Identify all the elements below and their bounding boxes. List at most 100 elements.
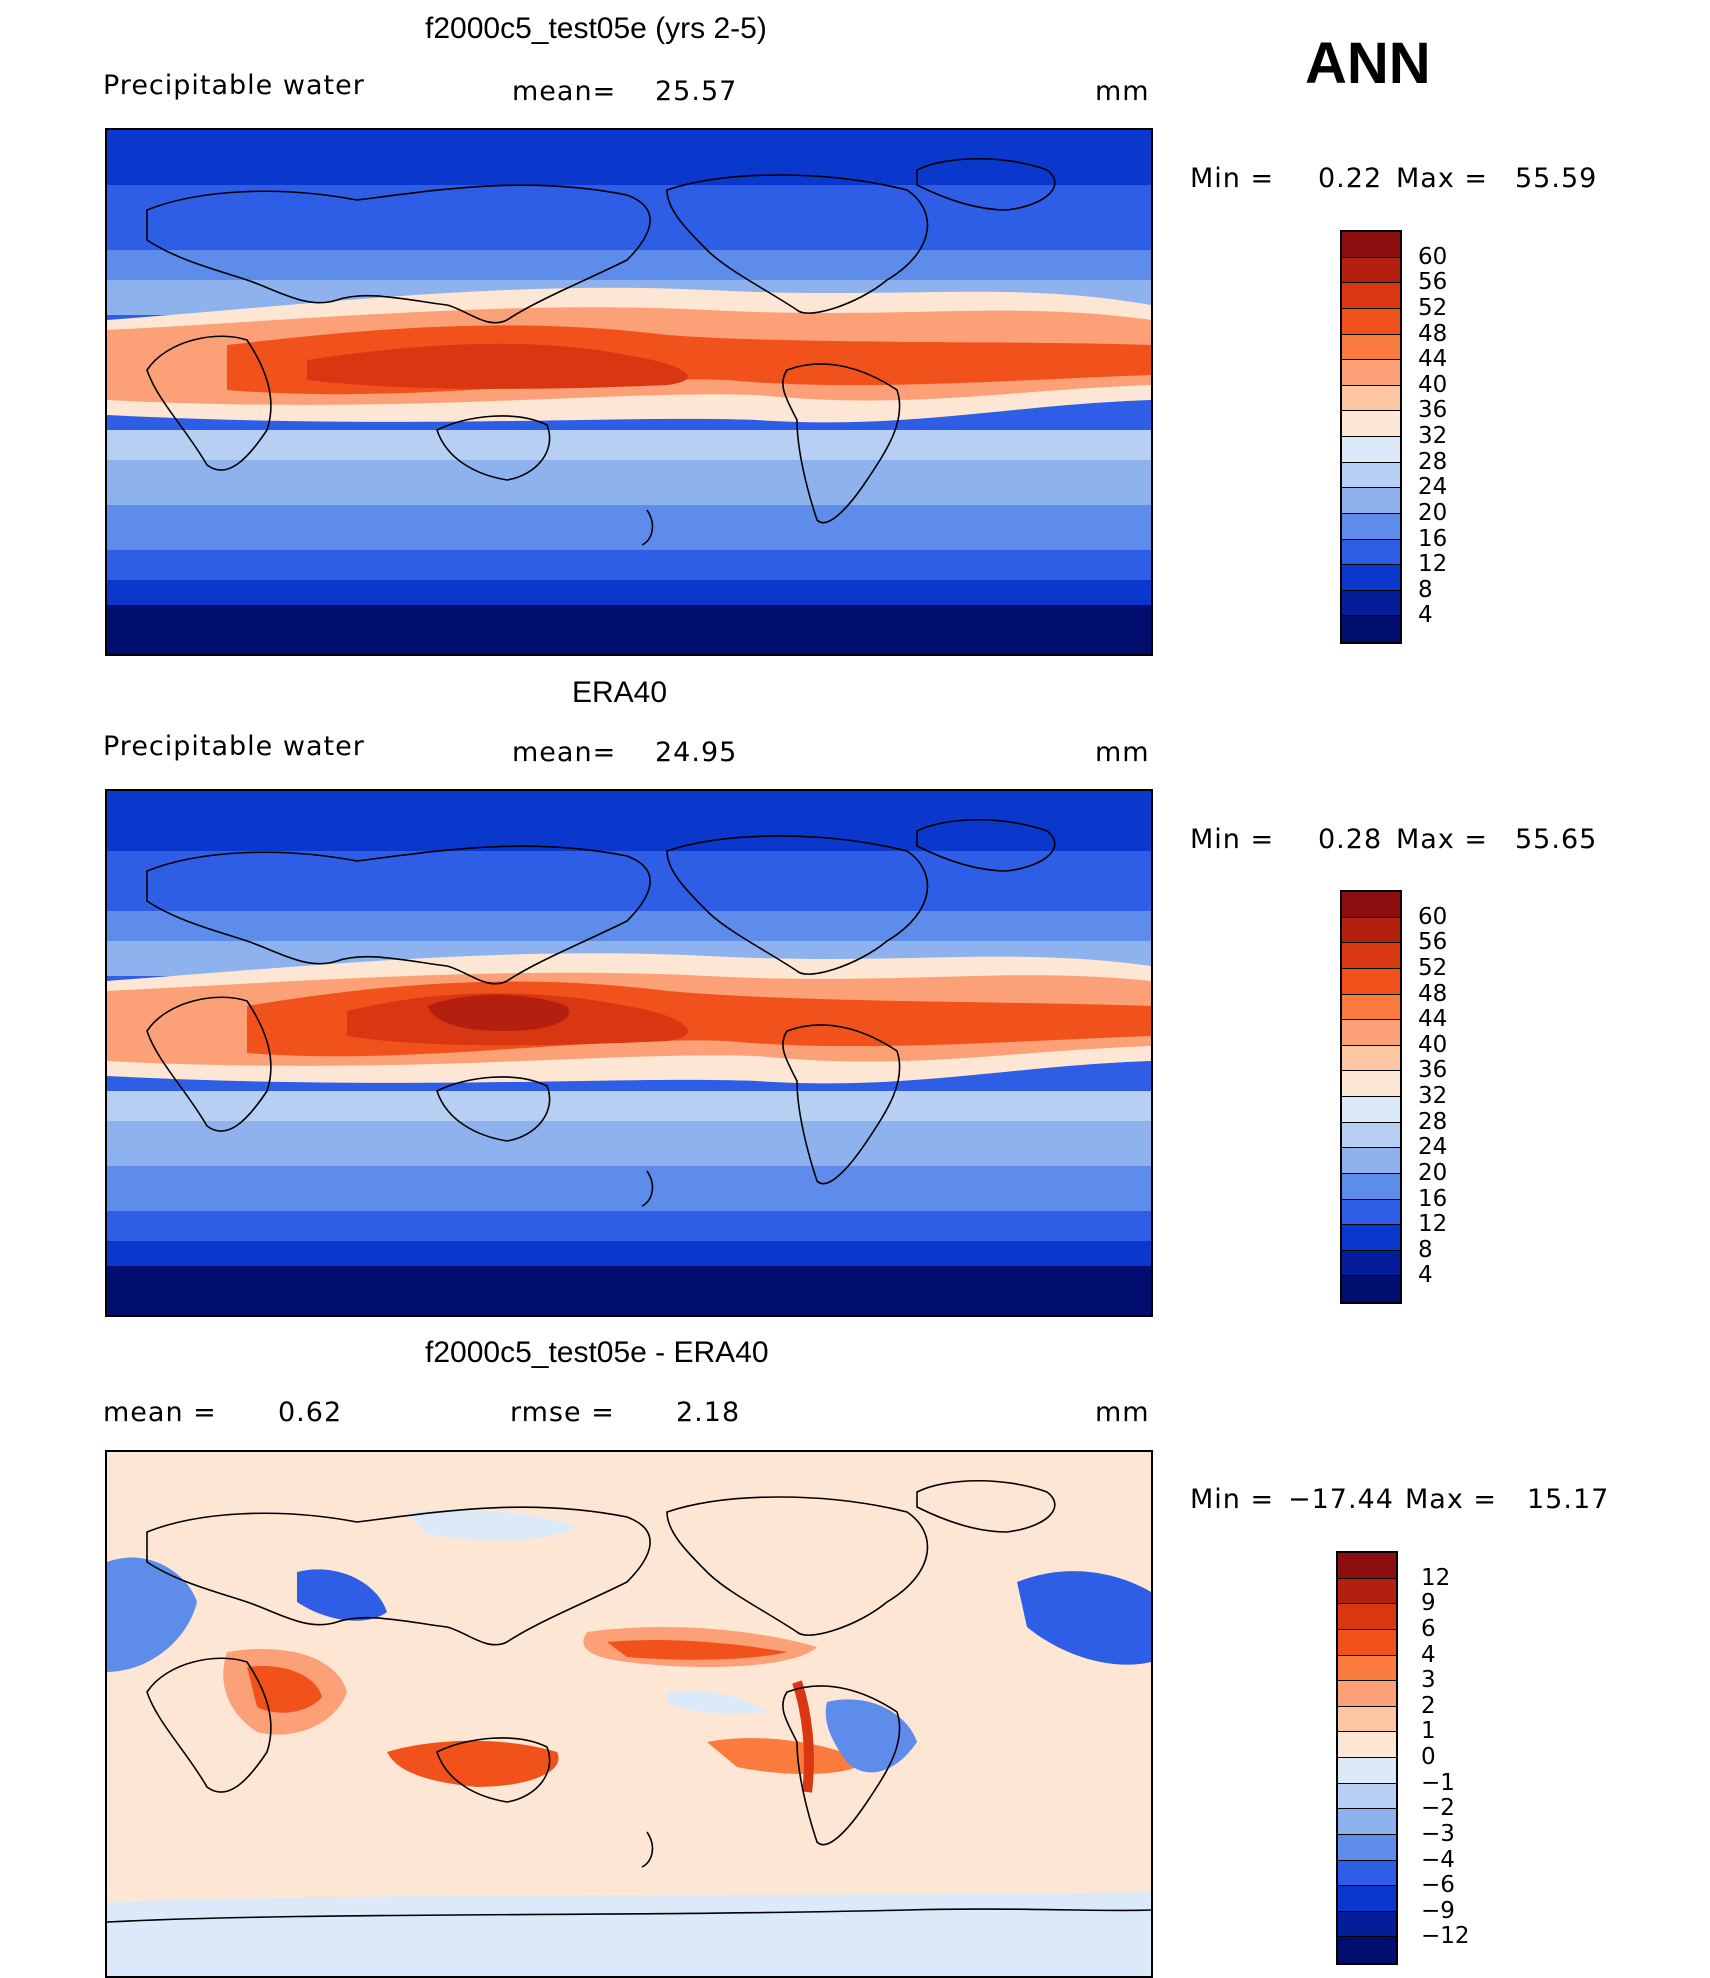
stat-max-value: 15.17 <box>1527 1484 1610 1515</box>
contour-map <box>107 1452 1151 1976</box>
panel-title: f2000c5_test05e (yrs 2-5) <box>425 12 767 45</box>
colorbar-segment <box>1342 1250 1400 1277</box>
colorbar-tick-label: 32 <box>1418 1083 1448 1109</box>
stat-min-label: Min = <box>1190 163 1275 194</box>
band-arctic <box>107 130 1151 185</box>
colorbar-segment <box>1338 1578 1396 1605</box>
anomaly-natl-neg <box>1017 1571 1151 1665</box>
colorbar-tick-label: 20 <box>1418 1159 1448 1186</box>
anomaly-asia-neg <box>297 1569 387 1621</box>
colorbar-tick-label: 6 <box>1421 1615 1436 1642</box>
band-subantarctic <box>107 580 1151 605</box>
colorbar-segment <box>1342 590 1400 617</box>
band-warm-pool-core <box>427 994 569 1031</box>
colorbar-tick-label: 24 <box>1418 1134 1448 1161</box>
band-south-subtropic-2 <box>107 460 1151 505</box>
diff-mean-label: mean = <box>103 1397 217 1428</box>
rmse-value: 2.18 <box>676 1397 741 1428</box>
band-south-subtropic <box>107 1091 1151 1121</box>
colorbar-segment <box>1342 565 1400 591</box>
colorbar-tick-label: 36 <box>1418 397 1448 424</box>
colorbar-segment <box>1338 1783 1396 1810</box>
colorbar-segment <box>1342 1071 1400 1097</box>
colorbar-tick-label: 40 <box>1418 371 1448 398</box>
colorbar-tick-label: 4 <box>1421 1641 1436 1668</box>
units-label: mm <box>1095 737 1150 768</box>
colorbar-tick-label: −6 <box>1421 1872 1455 1899</box>
coastlines <box>146 157 1056 546</box>
band-warm-pool <box>307 343 688 389</box>
colorbar-segment <box>1342 1199 1400 1226</box>
colorbar-segment <box>1342 1148 1400 1174</box>
band-north-mid <box>107 185 1151 255</box>
mean-value: 24.95 <box>655 737 738 768</box>
stat-min-value: 0.28 <box>1318 824 1383 855</box>
colorbar-segment <box>1342 1276 1400 1302</box>
colorbar-tick-label: 2 <box>1421 1692 1436 1719</box>
units-label: mm <box>1095 76 1150 107</box>
colorbar-tick-label: 44 <box>1418 1006 1448 1033</box>
contour-map <box>107 791 1151 1315</box>
coastlines <box>107 1479 1151 1923</box>
colorbar-segment <box>1342 994 1400 1021</box>
colorbar-segment <box>1338 1886 1396 1912</box>
colorbar-tick-label: 32 <box>1418 423 1448 449</box>
colorbar-segment <box>1342 892 1400 918</box>
colorbar-segment <box>1338 1860 1396 1887</box>
coastlines <box>146 818 1056 1207</box>
stat-max-value: 55.65 <box>1515 824 1598 855</box>
colorbar-tick-label: −2 <box>1421 1795 1455 1822</box>
colorbar-tick-label: −1 <box>1421 1769 1455 1796</box>
colorbar-segment <box>1338 1604 1396 1630</box>
colorbar-segment <box>1338 1911 1396 1938</box>
band-subantarctic <box>107 1241 1151 1266</box>
band-south-mid-2 <box>107 1211 1151 1241</box>
anomaly-australia <box>387 1740 559 1787</box>
stat-min-value: 0.22 <box>1318 163 1383 194</box>
colorbar-tick-label: −12 <box>1421 1923 1470 1950</box>
colorbar-segment <box>1342 1097 1400 1123</box>
band-south-mid <box>107 505 1151 550</box>
stat-max-label: Max = <box>1405 1484 1498 1515</box>
anomaly-spac <box>707 1738 867 1774</box>
mean-label: mean= <box>512 737 617 768</box>
mean-value: 25.57 <box>655 76 738 107</box>
colorbar-segment <box>1338 1706 1396 1733</box>
band-antarctic <box>107 1266 1151 1315</box>
colorbar-tick-label: 36 <box>1418 1057 1448 1084</box>
variable-label: Precipitable water <box>103 731 365 762</box>
band-antarctic <box>107 605 1151 654</box>
stat-min-label: Min = <box>1190 824 1275 855</box>
colorbar-segment <box>1342 539 1400 566</box>
panel-title: f2000c5_test05e - ERA40 <box>425 1336 769 1369</box>
colorbar-tick-label: 60 <box>1418 243 1448 270</box>
colorbar-segment <box>1338 1681 1396 1707</box>
colorbar-segment <box>1338 1553 1396 1579</box>
colorbar-segment <box>1342 917 1400 944</box>
band-south-subtropic-2 <box>107 1121 1151 1166</box>
colorbar-tick-label: 8 <box>1418 576 1433 603</box>
colorbar-tick-label: 24 <box>1418 474 1448 501</box>
colorbar-tick-label: 12 <box>1418 551 1448 578</box>
stat-max-label: Max = <box>1396 163 1489 194</box>
colorbar-tick-label: 3 <box>1421 1667 1436 1694</box>
colorbar-tick-label: 16 <box>1418 1185 1448 1212</box>
colorbar-tick-label: 9 <box>1421 1590 1436 1617</box>
colorbar-segment <box>1342 385 1400 412</box>
band-arctic <box>107 791 1151 851</box>
colorbar-segment <box>1342 462 1400 489</box>
colorbar-tick-label: 44 <box>1418 346 1448 373</box>
colorbar <box>1336 1551 1398 1965</box>
colorbar-tick-label: 0 <box>1421 1744 1436 1770</box>
units-label: mm <box>1095 1397 1150 1428</box>
colorbar-tick-label: −4 <box>1421 1846 1455 1873</box>
colorbar-segment <box>1338 1809 1396 1835</box>
colorbar-segment <box>1342 334 1400 361</box>
colorbar-tick-label: −9 <box>1421 1897 1455 1924</box>
antarctic-negative <box>107 1892 1151 1976</box>
colorbar-segment <box>1338 1732 1396 1758</box>
colorbar-tick-label: 28 <box>1418 1108 1448 1135</box>
stat-min-value: −17.44 <box>1288 1484 1394 1515</box>
panel-title: ERA40 <box>572 676 668 709</box>
colorbar-tick-label: 40 <box>1418 1031 1448 1058</box>
